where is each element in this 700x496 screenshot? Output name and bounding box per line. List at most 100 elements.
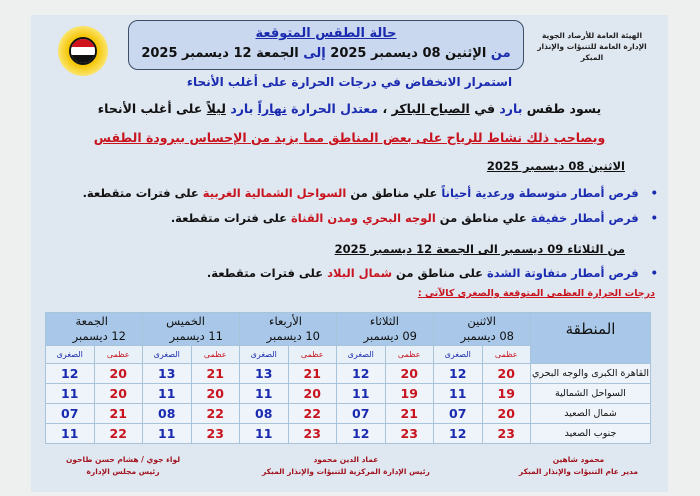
signature-1: محمود شاهين مدير عام التنبؤات والإنذار ا… [519,454,638,478]
max-temp: 21 [190,363,240,384]
min-temp: 07 [433,403,483,424]
text-run: معتدل الحرارة [291,101,379,116]
day-date: 10 ديسمبر [266,329,320,343]
day-date: 11 ديسمبر [169,329,223,343]
day-date: 09 ديسمبر [363,329,417,343]
text-run: فرص أمطار متفاوتة الشدة [487,266,639,280]
min-label: الصغرى [142,345,192,364]
signature-name: محمود شاهين [552,455,605,464]
region-header-blank [530,345,651,364]
table-row: القاهرة الكبرى والوجه البحري 20 12 20 12 21 13… [45,363,651,384]
max-label: عظمى [287,345,337,364]
max-temp: 23 [287,423,337,444]
day-header: الأربعاء 10 ديسمبر [239,312,337,346]
min-temp: 11 [239,383,289,404]
min-temp: 12 [336,363,386,384]
min-label: الصغرى [433,345,483,364]
header-box: حالة الطقس المتوقعة من الإثنين 08 ديسمبر… [128,20,524,70]
text-run: على فترات متقطعة. [206,266,328,280]
min-label: الصغرى [239,345,289,364]
section-heading-2: من الثلاثاء 09 ديسمبر الى الجمعة 12 ديسم… [334,242,625,256]
table-row: جنوب الصعيد 23 12 23 12 23 11 23 11 22 11 [45,423,651,444]
max-label: عظمى [93,345,143,364]
text-run: على مناطق من [392,266,488,280]
signature-name: عماد الدين محمود [313,455,379,464]
day-header: الاثنين 08 ديسمبر [433,312,531,346]
table-label: درجات الحرارة العظمى المتوقعة والصغرى كا… [417,288,655,299]
max-temp: 19 [481,383,531,404]
min-temp: 08 [239,403,289,424]
text-run: ليلاً [206,101,226,116]
day-date: 08 ديسمبر [460,329,514,343]
text-run: السواحل الشمالية الغربية [202,186,347,200]
region-header: المنطقة [530,312,651,346]
min-temp: 12 [433,423,483,444]
max-temp: 23 [190,423,240,444]
region-name: شمال الصعيد [530,403,651,424]
min-temp: 11 [239,423,289,444]
text-run: علي مناطق من [346,186,442,200]
bullet-icon: • [650,211,658,225]
day-name: الثلاثاء [369,314,399,328]
text-run: على أغلب الأنحاء [97,101,207,116]
max-temp: 20 [481,363,531,384]
max-temp: 22 [93,423,143,444]
max-temp: 23 [481,423,531,444]
min-temp: 11 [336,383,386,404]
signature-title: رئيس الإدارة المركزية للتنبؤات والإنذار … [262,467,430,476]
min-temp: 12 [336,423,386,444]
table-row: السواحل الشمالية 19 11 19 11 20 11 20 11 20 11 [45,383,651,404]
text-run: علي مناطق من [435,211,531,225]
min-temp: 07 [45,403,95,424]
region-name: جنوب الصعيد [530,423,651,444]
max-temp: 22 [287,403,337,424]
text-run: الوجه البحري ومدن القناة [291,211,436,225]
text-run: ، [378,101,392,116]
min-temp: 08 [142,403,192,424]
bullet-2: • فرص أمطار خفيفة علي مناطق من الوجه البح… [171,210,658,226]
max-temp: 20 [190,383,240,404]
day-date: 12 ديسمبر [72,329,126,343]
day-header: الثلاثاء 09 ديسمبر [336,312,434,346]
signature-3: لواء جوي / هشام حسن طاحون رئيس مجلس الإد… [66,454,180,478]
max-temp: 20 [287,383,337,404]
text-run: الصباح الباكر [391,101,470,116]
max-label: عظمى [384,345,434,364]
to-date: الجمعة 12 ديسمبر 2025 [141,46,299,61]
org-line-2: الإدارة العامة للتنبؤات والإنذار المبكر [537,42,647,62]
text-run: في [469,101,500,116]
signature-2: عماد الدين محمود رئيس الإدارة المركزية ل… [262,454,430,478]
signature-title: مدير عام التنبؤات والإنذار المبكر [518,467,638,476]
text-run: على فترات متقطعة. [170,211,292,225]
bullet-1: • فرص أمطار متوسطة ورعدية أحياناً علي منا… [83,185,658,201]
max-temp: 20 [481,403,531,424]
signature-name: لواء جوي / هشام حسن طاحون [66,455,181,464]
min-temp: 11 [45,383,95,404]
day-name: الخميس [166,314,205,328]
temperature-table: المنطقة الاثنين 08 ديسمبر الثلاثاء 09 ديسمب… [45,312,651,444]
page-title: حالة الطقس المتوقعة [255,26,397,41]
region-name: السواحل الشمالية [530,383,651,404]
min-temp: 11 [45,423,95,444]
bullet-icon: • [650,266,658,280]
bullet-icon: • [650,186,658,200]
table-row: شمال الصعيد 20 07 21 07 22 08 22 08 21 07 [45,403,651,424]
min-label: الصغرى [336,345,386,364]
max-label: عظمى [190,345,240,364]
text-run: نهاراً [257,101,287,116]
bullet-3: • فرص أمطار متفاوتة الشدة على مناطق من شم… [207,265,658,281]
section-heading-1: الاثنين 08 ديسمبر 2025 [486,159,625,173]
min-temp: 13 [239,363,289,384]
date-range: من الإثنين 08 ديسمبر 2025 إلى الجمعة 12 … [129,44,523,64]
max-temp: 21 [384,403,434,424]
day-name: الأربعاء [269,314,302,328]
text-run: بارد [499,101,523,116]
summary-line-1: استمرار الانخفاض في درجات الحرارة على أغ… [186,75,513,89]
signature-title: رئيس مجلس الإدارة [86,467,160,476]
text-run: فرص أمطار خفيفة [530,211,639,225]
region-name: القاهرة الكبرى والوجه البحري [530,363,651,384]
max-temp: 20 [93,363,143,384]
summary-line-3: ويصاحب ذلك نشاط للرياح على بعض المناطق م… [93,130,606,145]
min-temp: 11 [142,383,192,404]
text-run: يسود طقس [522,101,602,116]
